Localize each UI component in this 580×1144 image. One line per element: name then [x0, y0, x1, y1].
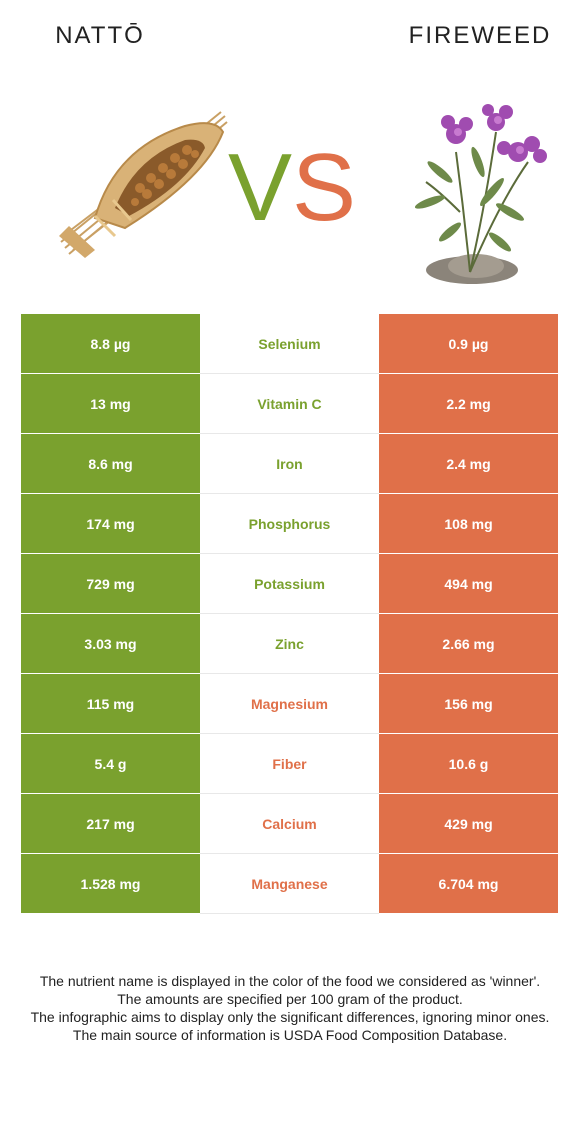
right-value: 494 mg: [379, 554, 558, 613]
table-row: 174 mg Phosphorus 108 mg: [21, 494, 558, 554]
nutrient-name: Phosphorus: [200, 494, 379, 554]
footer-notes: The nutrient name is displayed in the co…: [20, 972, 560, 1044]
left-value: 1.528 mg: [21, 854, 200, 913]
natto-image: [59, 111, 228, 258]
left-value: 5.4 g: [21, 734, 200, 793]
left-value: 174 mg: [21, 494, 200, 553]
right-value: 156 mg: [379, 674, 558, 733]
fireweed-image: [414, 104, 547, 284]
right-value: 108 mg: [379, 494, 558, 553]
right-value: 2.4 mg: [379, 434, 558, 493]
nutrient-comparison-table: 8.8 µg Selenium 0.9 µg 13 mg Vitamin C 2.2 mg…: [21, 314, 558, 914]
table-row: 1.528 mg Manganese 6.704 mg: [21, 854, 558, 914]
table-row: 217 mg Calcium 429 mg: [21, 794, 558, 854]
right-value: 10.6 g: [379, 734, 558, 793]
table-row: 5.4 g Fiber 10.6 g: [21, 734, 558, 794]
right-value: 2.66 mg: [379, 614, 558, 673]
left-value: 8.6 mg: [21, 434, 200, 493]
vs-s: S: [292, 134, 357, 241]
left-value: 217 mg: [21, 794, 200, 853]
nutrient-name: Iron: [200, 434, 379, 494]
nutrient-name: Magnesium: [200, 674, 379, 734]
right-value: 2.2 mg: [379, 374, 558, 433]
left-value: 3.03 mg: [21, 614, 200, 673]
right-value: 0.9 µg: [379, 314, 558, 373]
nutrient-name: Vitamin C: [200, 374, 379, 434]
left-food-title: NATTŌ: [55, 22, 145, 49]
nutrient-name: Selenium: [200, 314, 379, 374]
table-row: 115 mg Magnesium 156 mg: [21, 674, 558, 734]
table-row: 8.8 µg Selenium 0.9 µg: [21, 314, 558, 374]
table-row: 729 mg Potassium 494 mg: [21, 554, 558, 614]
footer-note-2: The amounts are specified per 100 gram o…: [117, 991, 463, 1007]
left-value: 13 mg: [21, 374, 200, 433]
table-row: 8.6 mg Iron 2.4 mg: [21, 434, 558, 494]
nutrient-name: Potassium: [200, 554, 379, 614]
right-value: 429 mg: [379, 794, 558, 853]
left-value: 8.8 µg: [21, 314, 200, 373]
nutrient-name: Manganese: [200, 854, 379, 914]
right-food-title: FIREWEED: [408, 22, 552, 49]
table-row: 13 mg Vitamin C 2.2 mg: [21, 374, 558, 434]
right-value: 6.704 mg: [379, 854, 558, 913]
footer-note-3: The infographic aims to display only the…: [30, 1009, 550, 1025]
table-row: 3.03 mg Zinc 2.66 mg: [21, 614, 558, 674]
vs-label: VS: [228, 138, 356, 238]
nutrient-name: Zinc: [200, 614, 379, 674]
nutrient-name: Calcium: [200, 794, 379, 854]
left-value: 115 mg: [21, 674, 200, 733]
footer-note-4: The main source of information is USDA F…: [72, 1027, 508, 1043]
footer-note-1: The nutrient name is displayed in the co…: [39, 973, 541, 989]
nutrient-name: Fiber: [200, 734, 379, 794]
vs-v: V: [228, 134, 293, 241]
left-value: 729 mg: [21, 554, 200, 613]
